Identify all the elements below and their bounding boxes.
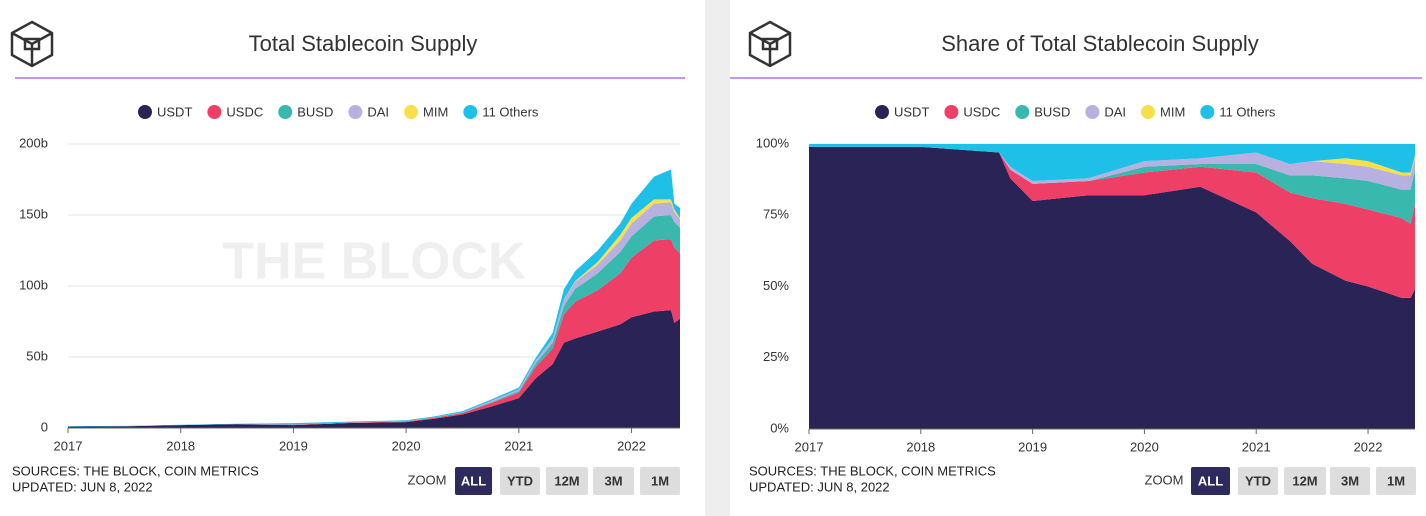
x-tick-label: 2021 (1242, 439, 1271, 454)
legend-label: 11 Others (1219, 104, 1276, 119)
logo-shape (10, 20, 54, 68)
area (68, 310, 680, 428)
legend-marker (404, 105, 419, 119)
zoom-button-label[interactable]: 1M (1387, 473, 1405, 488)
zoom-button-label[interactable]: ALL (1198, 473, 1223, 488)
zoom-button[interactable] (593, 467, 634, 495)
legend-label: MIM (1160, 104, 1185, 119)
source: SOURCES: THE BLOCK, COIN METRICS (12, 463, 259, 478)
zoom-button[interactable] (1191, 467, 1230, 495)
x-tick-label: 2020 (1130, 439, 1159, 454)
logo (748, 20, 792, 68)
x-tick-label: 2019 (1018, 439, 1047, 454)
zoom-button[interactable] (455, 467, 492, 495)
legend-marker (1015, 105, 1030, 119)
legend-label: BUSD (297, 104, 333, 119)
logo-shape (748, 20, 792, 68)
x-tick-label: 2018 (906, 439, 935, 454)
x-tick-label: 2017 (795, 439, 824, 454)
legend-label: USDT (894, 104, 929, 119)
zoom-button-label[interactable]: YTD (507, 473, 533, 488)
zoom-button-label[interactable]: YTD (1245, 473, 1271, 488)
legend-marker (1141, 105, 1156, 119)
legend-marker (1085, 105, 1100, 119)
y-tick-label: 100% (756, 135, 790, 150)
y-tick-label: 50% (763, 278, 789, 293)
x-tick-label: 2018 (166, 438, 195, 453)
x-tick-label: 2022 (1354, 439, 1383, 454)
y-tick-label: 150b (19, 206, 48, 221)
x-tick-label: 2021 (504, 438, 533, 453)
legend-label: DAI (1104, 104, 1126, 119)
chart-title: Total Stablecoin Supply (249, 31, 478, 56)
y-tick-label: 0 (41, 419, 48, 434)
y-tick-label: 50b (26, 348, 48, 363)
legend-label: 11 Others (482, 104, 539, 119)
legend-marker (1200, 105, 1215, 119)
x-tick-label: 2019 (279, 438, 308, 453)
zoom-button-label[interactable]: 3M (1341, 473, 1359, 488)
legend-label: USDC (226, 104, 263, 119)
legend-label: BUSD (1034, 104, 1070, 119)
y-tick-label: 100b (19, 277, 48, 292)
zoom-button[interactable] (640, 467, 680, 495)
y-tick-label: 200b (19, 135, 48, 150)
zoom-button-label[interactable]: 12M (1292, 473, 1317, 488)
updated: UPDATED: JUN 8, 2022 (749, 479, 890, 494)
zoom-label: ZOOM (408, 472, 447, 487)
logo (10, 20, 54, 68)
legend-marker (944, 105, 959, 119)
area (809, 146, 1415, 429)
zoom-label: ZOOM (1145, 472, 1184, 487)
legend-marker (463, 105, 478, 119)
zoom-button[interactable] (1238, 467, 1278, 495)
area (809, 146, 1415, 298)
x-tick-label: 2022 (617, 438, 646, 453)
area (809, 146, 1415, 224)
source: SOURCES: THE BLOCK, COIN METRICS (749, 463, 996, 478)
x-tick-label: 2020 (392, 438, 421, 453)
y-tick-label: 75% (763, 207, 789, 222)
y-tick-label: 25% (763, 349, 789, 364)
zoom-button[interactable] (1376, 467, 1416, 495)
y-tick-label: 0% (770, 420, 789, 435)
updated: UPDATED: JUN 8, 2022 (12, 479, 153, 494)
x-tick-label: 2017 (54, 438, 83, 453)
area (809, 146, 1415, 190)
zoom-button-label[interactable]: ALL (461, 473, 486, 488)
zoom-button[interactable] (1330, 467, 1370, 495)
zoom-button-label[interactable]: 12M (554, 473, 579, 488)
legend-label: MIM (423, 104, 448, 119)
zoom-button[interactable] (1284, 467, 1326, 495)
legend-marker (278, 105, 293, 119)
zoom-button[interactable] (546, 467, 588, 495)
logo-shape (23, 37, 41, 51)
legend-marker (207, 105, 222, 119)
chart-title: Share of Total Stablecoin Supply (941, 31, 1259, 56)
zoom-button[interactable] (500, 467, 540, 495)
legend-label: USDT (157, 104, 192, 119)
zoom-button-label[interactable]: 1M (651, 473, 669, 488)
panel: Total Stablecoin Supply USDT USDC BUSD DAI MI… (0, 0, 705, 516)
watermark: THE BLOCK (222, 233, 526, 291)
zoom-button-label[interactable]: 3M (604, 473, 622, 488)
legend-marker (348, 105, 363, 119)
legend-label: USDC (963, 104, 1000, 119)
logo-shape (761, 37, 779, 51)
panel: Share of Total Stablecoin Supply USDT USDC… (730, 0, 1426, 516)
area (809, 144, 1415, 182)
legend-marker (138, 105, 152, 119)
legend-marker (875, 105, 889, 119)
legend-label: DAI (367, 104, 389, 119)
